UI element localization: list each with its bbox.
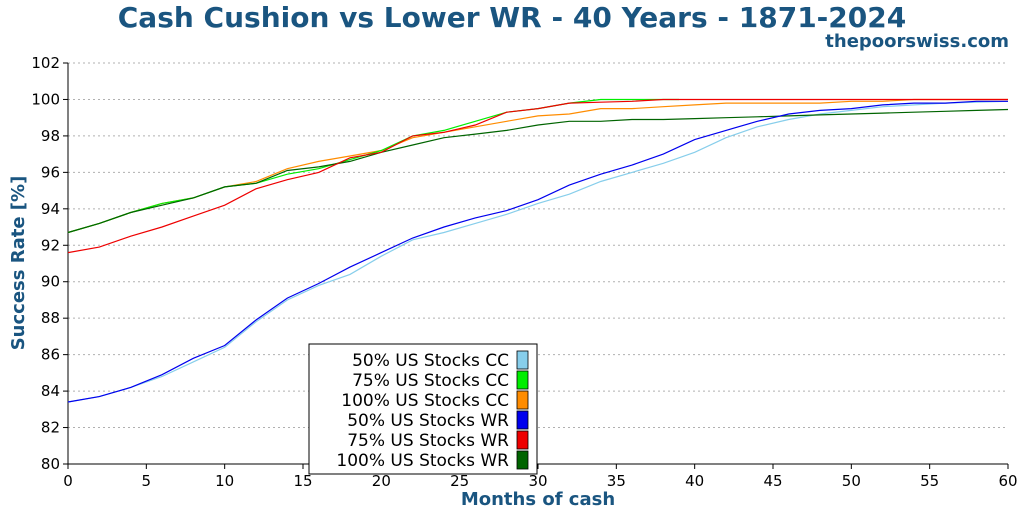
x-tick-label: 30 (528, 472, 547, 490)
legend-label: 75% US Stocks WR (347, 431, 509, 451)
y-axis-label: Success Rate [%] (8, 176, 29, 351)
y-tick-label: 98 (41, 127, 60, 145)
axes (63, 62, 1009, 469)
x-tick-label: 50 (842, 472, 861, 490)
legend-swatch (516, 350, 529, 370)
x-tick-label: 55 (920, 472, 939, 490)
y-tick-label: 88 (41, 309, 60, 327)
x-tick-label: 20 (372, 472, 391, 490)
legend-swatch (516, 410, 529, 430)
x-tick-label: 45 (763, 472, 782, 490)
legend-label: 75% US Stocks CC (352, 371, 509, 391)
y-tick-label: 102 (31, 54, 60, 72)
y-tick-label: 94 (41, 200, 60, 218)
legend-swatch (516, 370, 529, 390)
x-tick-label: 0 (63, 472, 73, 490)
x-tick-label: 5 (142, 472, 152, 490)
legend-label: 50% US Stocks WR (347, 411, 509, 431)
legend-swatch (516, 450, 529, 470)
series-lines (67, 98, 1009, 403)
legend-swatch (516, 430, 529, 450)
grid (68, 62, 1008, 429)
x-tick-label: 60 (998, 472, 1017, 490)
x-tick-label: 10 (215, 472, 234, 490)
y-tick-labels: 80 82 84 86 88 90 92 94 96 98 100 102 (31, 54, 60, 473)
y-tick-label: 80 (41, 455, 60, 473)
legend-label: 50% US Stocks CC (352, 351, 509, 371)
x-tick-labels: 0 5 10 15 20 25 30 35 40 45 50 55 60 (63, 472, 1017, 490)
series-line-100-us-stocks-cc (67, 98, 1008, 234)
series-line-75-us-stocks-wr (67, 98, 1008, 254)
x-tick-label: 40 (685, 472, 704, 490)
legend-box (308, 343, 538, 475)
y-tick-label: 90 (41, 273, 60, 291)
x-tick-label: 15 (293, 472, 312, 490)
y-tick-label: 100 (31, 90, 60, 108)
series-line-50-us-stocks-cc (67, 100, 1009, 403)
series-line-50-us-stocks-wr (67, 100, 1008, 403)
x-axis-label: Months of cash (461, 489, 615, 510)
x-tick-label: 35 (607, 472, 626, 490)
legend-label: 100% US Stocks CC (341, 391, 509, 411)
series-line-75-us-stocks-cc (67, 98, 679, 234)
y-tick-label: 96 (41, 163, 60, 181)
x-tick-label: 25 (450, 472, 469, 490)
series-line-100-us-stocks-wr (67, 108, 1009, 234)
y-tick-label: 92 (41, 236, 60, 254)
legend-swatch (516, 390, 529, 410)
y-tick-label: 86 (41, 346, 60, 364)
y-tick-label: 84 (41, 382, 60, 400)
legend-label: 100% US Stocks WR (336, 451, 509, 471)
chart-title: Cash Cushion vs Lower WR - 40 Years - 18… (118, 1, 906, 34)
site-watermark: thepoorswiss.com (825, 31, 1009, 52)
y-tick-label: 82 (41, 419, 60, 437)
